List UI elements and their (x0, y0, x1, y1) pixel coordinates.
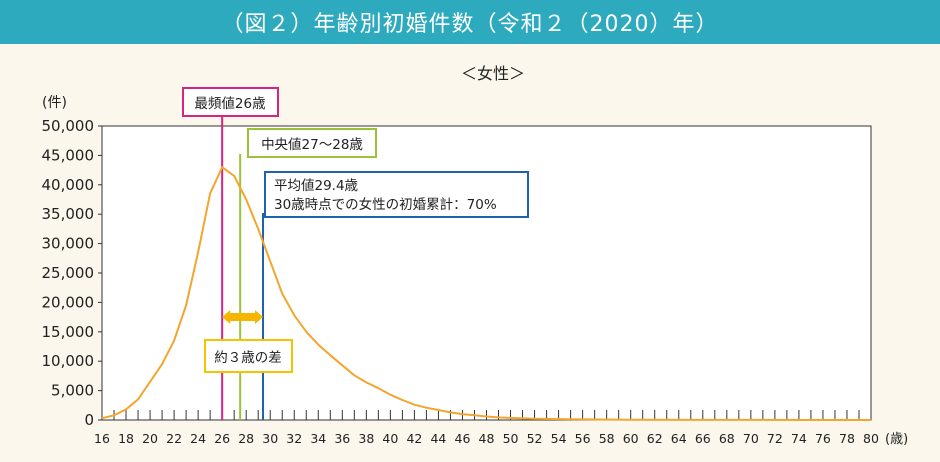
x-tick-label: 60 (623, 431, 639, 446)
difference-arrow (222, 310, 264, 324)
y-tick-label: 15,000 (42, 323, 95, 341)
median-label: 中央値27～28歳 (261, 137, 363, 153)
y-tick-label: 40,000 (42, 176, 95, 194)
x-tick-label: 46 (455, 431, 471, 446)
x-tick-label: 20 (142, 431, 158, 446)
x-tick-label: 32 (286, 431, 302, 446)
banner-title: （図２）年齢別初婚件数（令和２（2020）年） (221, 12, 719, 37)
x-tick-label: 16 (94, 431, 110, 446)
y-tick-label: 0 (84, 411, 94, 429)
mean-label-box (264, 171, 529, 218)
chart-svg: ＜女性＞ (件) (歳) 0 5,000 10,000 15,000 20,000 25,000… (42, 64, 909, 447)
x-tick-label: 44 (430, 431, 446, 446)
x-tick-label: 24 (190, 431, 206, 446)
x-tick-label: 50 (503, 431, 519, 446)
x-tick-label: 62 (647, 431, 663, 446)
mean-label-line2: 30歳時点での女性の初婚累計：70% (274, 196, 497, 213)
mode-label: 最頻値26歳 (194, 96, 266, 112)
x-tick-label: 80 (863, 431, 879, 446)
median-label-box (247, 128, 377, 158)
x-tick-label: 66 (695, 431, 711, 446)
mode-label-box (182, 87, 279, 117)
x-tick-label: 76 (815, 431, 831, 446)
y-axis-unit-label: (件) (42, 95, 67, 111)
y-tick-label: 45,000 (42, 146, 95, 164)
x-tick-label: 22 (166, 431, 182, 446)
y-tick-label: 35,000 (42, 205, 95, 223)
x-tick-label: 34 (310, 431, 326, 446)
x-tick-label: 38 (358, 431, 374, 446)
title-banner: （図２）年齢別初婚件数（令和２（2020）年） (0, 0, 940, 44)
x-tick-label: 54 (551, 431, 567, 446)
x-tick-label: 56 (575, 431, 591, 446)
y-tick-label: 50,000 (42, 117, 95, 135)
x-tick-label: 72 (767, 431, 783, 446)
y-tick-label: 20,000 (42, 293, 95, 311)
x-tick-label: 42 (406, 431, 422, 446)
x-axis-unit-label: (歳) (885, 432, 908, 447)
difference-label-box (204, 339, 293, 373)
x-tick-label: 18 (118, 431, 134, 446)
x-tick-label: 26 (214, 431, 230, 446)
x-tick-label: 40 (382, 431, 398, 446)
x-tick-label: 64 (671, 431, 687, 446)
x-tick-label: 36 (334, 431, 350, 446)
x-tick-label: 70 (743, 431, 759, 446)
y-tick-label: 5,000 (51, 382, 94, 400)
x-tick-label: 48 (479, 431, 495, 446)
x-tick-label: 68 (719, 431, 735, 446)
difference-label: 約３歳の差 (214, 350, 282, 366)
chart-area: ＜女性＞ (件) (歳) 0 5,000 10,000 15,000 20,000 25,000… (0, 44, 940, 462)
x-tick-label: 74 (791, 431, 807, 446)
series-line (101, 166, 871, 421)
mean-label-line1: 平均値29.4歳 (274, 178, 359, 194)
x-tick-label: 78 (839, 431, 855, 446)
x-tick-label: 52 (527, 431, 543, 446)
x-tick-label: 28 (238, 431, 254, 446)
plot-frame (101, 125, 872, 421)
chart-title: ＜女性＞ (461, 64, 525, 83)
y-tick-label: 30,000 (42, 235, 95, 253)
y-tick-label: 25,000 (42, 264, 95, 282)
x-tick-label: 58 (599, 431, 615, 446)
y-tick-label: 10,000 (42, 352, 95, 370)
x-tick-label: 30 (262, 431, 278, 446)
